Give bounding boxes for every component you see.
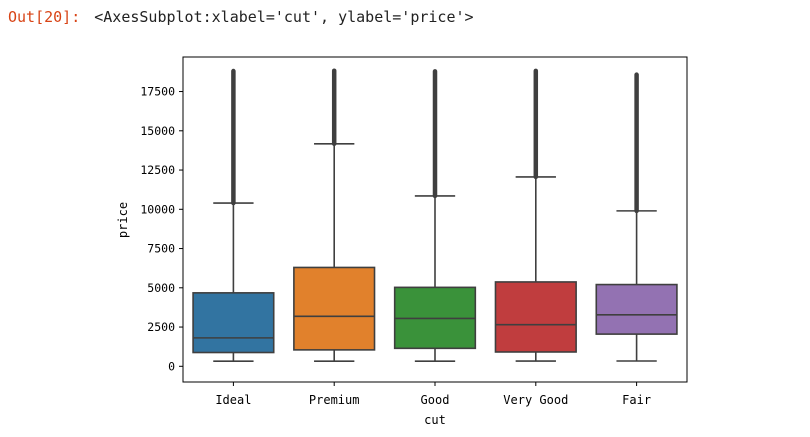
box-group-3	[393, 69, 477, 362]
y-tick-label: 12500	[140, 163, 175, 177]
y-tick-label: 5000	[147, 281, 175, 295]
box-group-2	[293, 68, 376, 362]
x-tick-label: Fair	[622, 393, 651, 407]
y-tick-label: 10000	[140, 202, 175, 216]
y-tick-label: 7500	[147, 242, 175, 256]
box-group-5	[595, 72, 678, 362]
x-tick-label: Premium	[309, 393, 360, 407]
y-axis: 0 2500 5000 7500 10000 12500 15000 17500	[140, 85, 183, 373]
x-tick-label: Ideal	[215, 393, 251, 407]
y-tick-label: 2500	[147, 320, 175, 334]
box-iqr	[494, 281, 577, 353]
x-tick-label: Good	[421, 393, 450, 407]
output-prompt: Out[20]:	[8, 8, 81, 26]
boxes-layer	[192, 68, 678, 362]
y-tick-label: 15000	[140, 124, 175, 138]
y-tick-label: 0	[168, 359, 175, 373]
box-iqr	[595, 283, 678, 335]
output-repr: <AxesSubplot:xlabel='cut', ylabel='price…	[94, 8, 474, 26]
x-axis: Ideal Premium Good Very Good Fair	[215, 382, 651, 407]
x-axis-label: cut	[424, 413, 446, 427]
cell-output-line: Out[20]: <AxesSubplot:xlabel='cut', ylabe…	[8, 6, 474, 28]
y-axis-label: price	[116, 202, 130, 238]
box-group-1	[192, 68, 275, 362]
box-iqr	[192, 292, 275, 354]
y-tick-label: 17500	[140, 85, 175, 99]
x-tick-label: Very Good	[503, 393, 568, 407]
box-iqr	[293, 266, 376, 351]
box-group-4	[494, 68, 577, 362]
